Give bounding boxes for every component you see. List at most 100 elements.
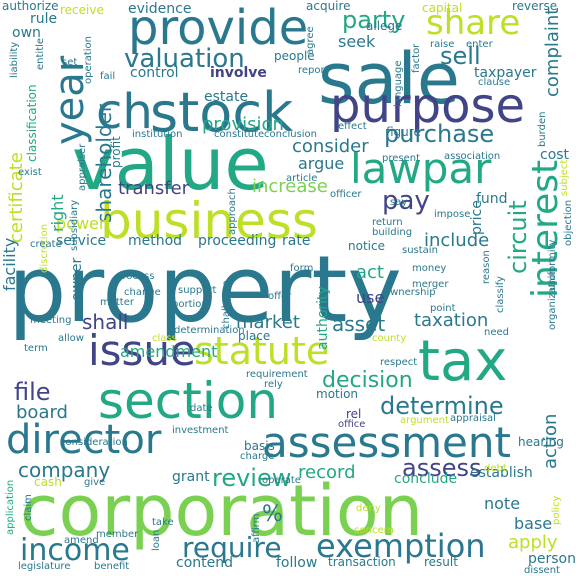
word-place: place [238,329,271,343]
word-control: control [130,65,179,81]
word-reverse: reverse [512,0,558,13]
word-enter: enter [466,39,493,50]
word-person: person [528,551,576,567]
word-pay: pay [382,186,430,216]
word-loan: loan [151,529,162,551]
word-right: right [48,194,67,232]
word-shall: shall [82,310,129,334]
word-uniformity: uniformity [547,239,558,291]
word-file: file [14,378,51,406]
word-acquire: acquire [306,0,351,13]
word-party: party [342,6,406,34]
word-hearing: hearing [518,435,564,449]
word-profit: profit [109,136,123,168]
word-ch: ch [96,84,153,140]
word-method: method [128,233,183,249]
word-property: property [8,236,402,343]
word-return: return [372,217,403,228]
word-figure: figure [386,125,421,139]
word-asset: asset [332,312,386,336]
word-say: say [390,197,408,208]
word-business: business [100,192,318,250]
word-allege: allege [366,19,403,33]
word-burden: burden [537,111,548,147]
word-form: form [290,263,314,274]
word-certificate: certificate [6,152,27,243]
word-complaint: complaint [542,7,563,97]
word-company: company [18,458,111,482]
word-factor: factor [411,43,422,73]
word-support: support [178,285,217,296]
word-meeting: meeting [30,315,72,326]
word-amendment: amendment [120,342,218,361]
word-allow: allow [58,333,84,344]
word-cost: cost [540,147,570,163]
word-result: result [424,555,458,569]
word-impose: impose [434,209,471,220]
word-base: base [514,514,553,533]
word-concern: concern [354,525,394,536]
word-charge: charge [240,451,275,462]
word-member: member [96,529,139,540]
word-evidence: evidence [128,1,192,17]
word-operate: operate [262,475,301,486]
word-subsidiary: subsidiary [69,199,80,251]
word-amend: amend [64,535,99,546]
word-reason: reason [481,250,492,284]
word-rate: rate [282,233,311,249]
word-merger: merger [412,279,449,290]
word-include: include [424,230,490,251]
word-taxpayer: taxpayer [474,65,537,81]
word-motion: motion [316,387,359,401]
word-agree: agree [305,26,316,55]
word-cash: cash [34,475,62,489]
word-building: building [372,227,413,238]
word-taxation: taxation [414,310,489,331]
word-approach: approach [227,188,238,235]
word-debt: debt [484,463,507,474]
word-set: set [62,57,78,68]
word-people: people [274,49,315,63]
word-entitle: entitle [35,37,46,70]
word-power: power [56,214,106,233]
word-constitute: constitute [214,129,265,140]
word-institution: institution [132,129,183,140]
word-claim: claim [23,494,34,521]
word-subject: subject [559,159,570,196]
word-service: service [56,233,107,249]
word-section: section [98,372,279,430]
word-affirm: affirm [251,513,262,543]
word-requirement: requirement [246,369,308,380]
word-legislature: legislature [18,561,71,572]
word-association: association [444,151,501,162]
word-challenge: challenge [221,280,232,329]
word-argument: argument [400,415,449,426]
word-offer: offer [268,291,292,302]
word-objection: objection [563,199,574,246]
word-fail: fail [100,71,116,82]
word-present: present [382,153,421,164]
word-director: director [6,417,162,463]
word-classify: classify [495,276,506,313]
word-statute: statute [194,329,330,373]
word-lawpar: lawpar [350,144,492,193]
word-article: article [286,173,318,184]
word-owner: owner [69,257,85,301]
word-price: price [469,200,485,235]
word-purpose: purpose [330,78,525,134]
word-argue: argue [298,154,345,173]
word-basis: basis [244,439,275,453]
word-sell: sell [440,42,481,70]
word-county: county [372,333,407,344]
word-determine: determine [380,392,504,420]
word-sustain: sustain [402,245,438,256]
word-proceeding: proceeding [198,233,277,249]
word-exist: exist [18,167,42,178]
word-decision: decision [322,368,413,393]
word-assess: assess [402,454,482,482]
word-report: report [298,65,329,76]
word-give: give [84,477,106,488]
word-provision: provision [202,114,284,135]
word-grant: grant [172,469,210,485]
word-use: use [356,288,385,307]
